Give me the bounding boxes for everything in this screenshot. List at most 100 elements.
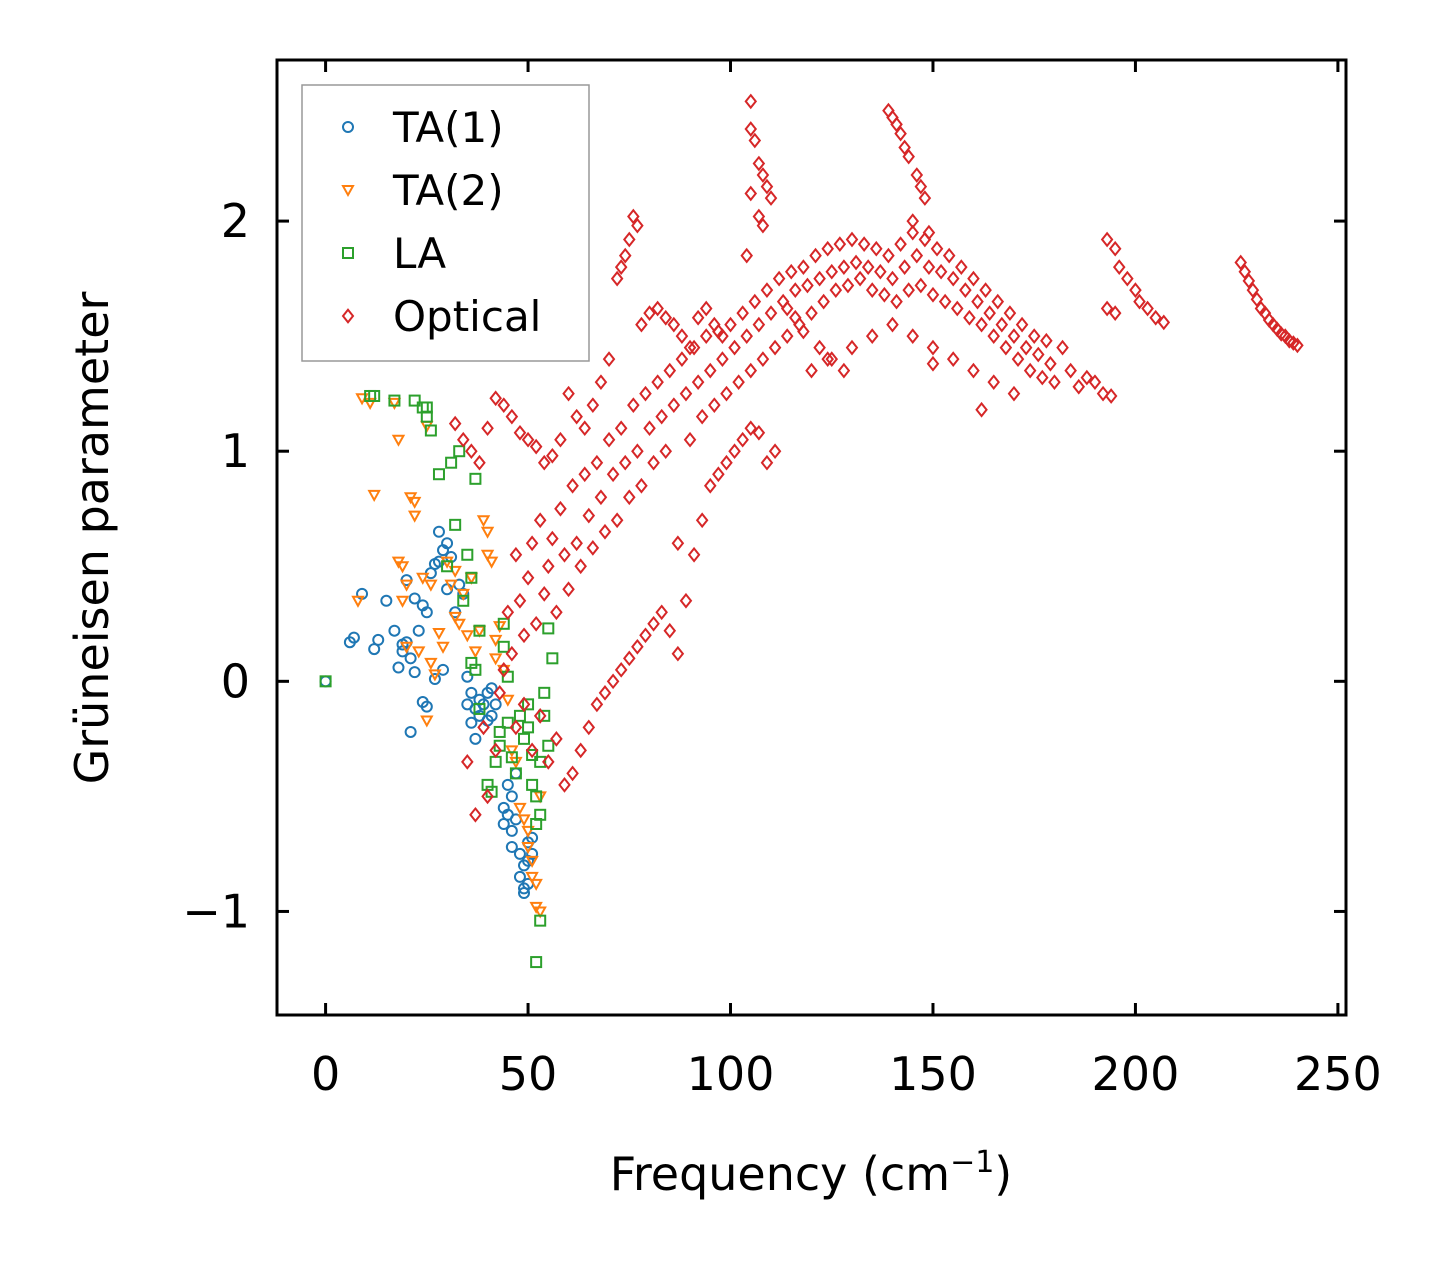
legend-label-ta-2: TA(2) [392,166,504,215]
data-point-optical [1108,240,1122,257]
data-point-la [538,686,551,699]
data-point-optical [663,362,677,379]
data-point-la [534,755,547,768]
data-point-optical [525,742,539,759]
data-point-la [497,640,510,653]
data-point-optical [542,754,555,770]
data-point-optical [950,300,964,317]
data-point-optical [1234,254,1248,271]
data-point-optical [797,259,810,275]
data-point-optical [509,719,523,736]
data-point-optical [655,604,668,621]
data-point-optical [991,293,1005,310]
data-point-ta-2 [395,595,410,608]
data-point-ta-2 [424,657,438,670]
data-point-optical [647,615,660,632]
legend-label-la: LA [393,229,446,278]
data-point-optical [983,305,996,321]
data-point-optical [999,339,1013,356]
data-point-optical [703,477,717,494]
x-tick-label: 250 [1294,1047,1382,1101]
data-point-optical [926,286,940,303]
data-point-optical [805,305,818,321]
data-point-optical [740,247,753,264]
data-point-optical [542,558,555,575]
data-point-optical [606,673,620,690]
data-point-ta-1 [420,700,433,713]
data-point-la [542,739,555,752]
data-point-la [388,394,401,407]
data-point-optical [914,277,928,294]
data-point-optical [724,316,737,333]
data-point-optical [1141,300,1154,317]
data-point-optical [517,627,531,644]
data-point-optical [720,385,733,402]
data-point-optical [537,454,551,471]
data-point-optical [1096,385,1110,402]
data-point-optical [614,259,628,275]
data-point-optical [1112,259,1126,275]
data-point-la [473,624,486,637]
data-point-optical [987,328,1000,344]
data-point-optical [448,415,462,432]
data-point-optical [699,328,713,344]
data-point-optical [825,351,839,368]
data-point-optical [813,339,826,356]
data-point-optical [550,604,563,621]
data-point-optical [643,420,656,437]
data-point-optical [546,447,559,464]
data-point-optical [756,351,770,368]
data-point-la [526,748,539,761]
data-point-ta-1 [465,686,478,699]
data-point-optical [594,374,608,391]
data-point-optical [456,431,470,448]
data-point-optical [465,443,478,460]
data-point-optical [857,236,871,252]
data-point-optical [558,546,571,563]
data-point-ta-2 [480,526,495,539]
data-point-optical [558,777,571,793]
data-point-optical [752,424,766,441]
data-point-ta-2 [472,625,487,638]
data-point-ta-2 [533,906,547,919]
data-point-optical [679,385,693,402]
data-point-la [432,468,445,481]
data-point-la [493,725,506,738]
data-point-optical [971,293,984,310]
data-point-optical [582,507,596,524]
data-point-optical [606,466,620,483]
data-point-optical [1088,374,1102,391]
data-point-optical [671,645,685,662]
data-point-optical [894,125,907,142]
data-point-ta-2 [395,561,410,574]
data-point-ta-1 [501,778,514,791]
data-point-optical [533,512,547,529]
data-point-optical [959,282,972,298]
data-point-ta-1 [461,670,474,683]
data-point-optical [865,282,879,298]
data-point-optical [922,224,936,241]
data-point-optical [675,328,689,344]
data-point-optical [1157,314,1171,331]
data-point-optical [878,286,891,303]
data-point-optical [861,259,875,275]
data-point-ta-2 [448,611,462,624]
data-point-optical [760,178,774,195]
data-point-optical [695,512,709,529]
data-point-la [542,622,555,635]
data-point-optical [651,374,664,391]
data-point-optical [837,259,851,275]
data-point-optical [1246,282,1260,298]
data-point-optical [752,316,766,333]
data-point-ta-2 [521,825,535,838]
data-point-la [530,956,543,969]
data-point-ta-2 [407,496,422,509]
data-point-ta-2 [501,694,515,707]
data-point-optical [529,438,543,455]
data-point-la [319,675,332,688]
data-point-optical [554,431,567,448]
data-point-optical [728,339,741,356]
data-point-la [546,652,559,665]
data-point-optical [501,604,515,621]
data-point-optical [1023,362,1037,379]
